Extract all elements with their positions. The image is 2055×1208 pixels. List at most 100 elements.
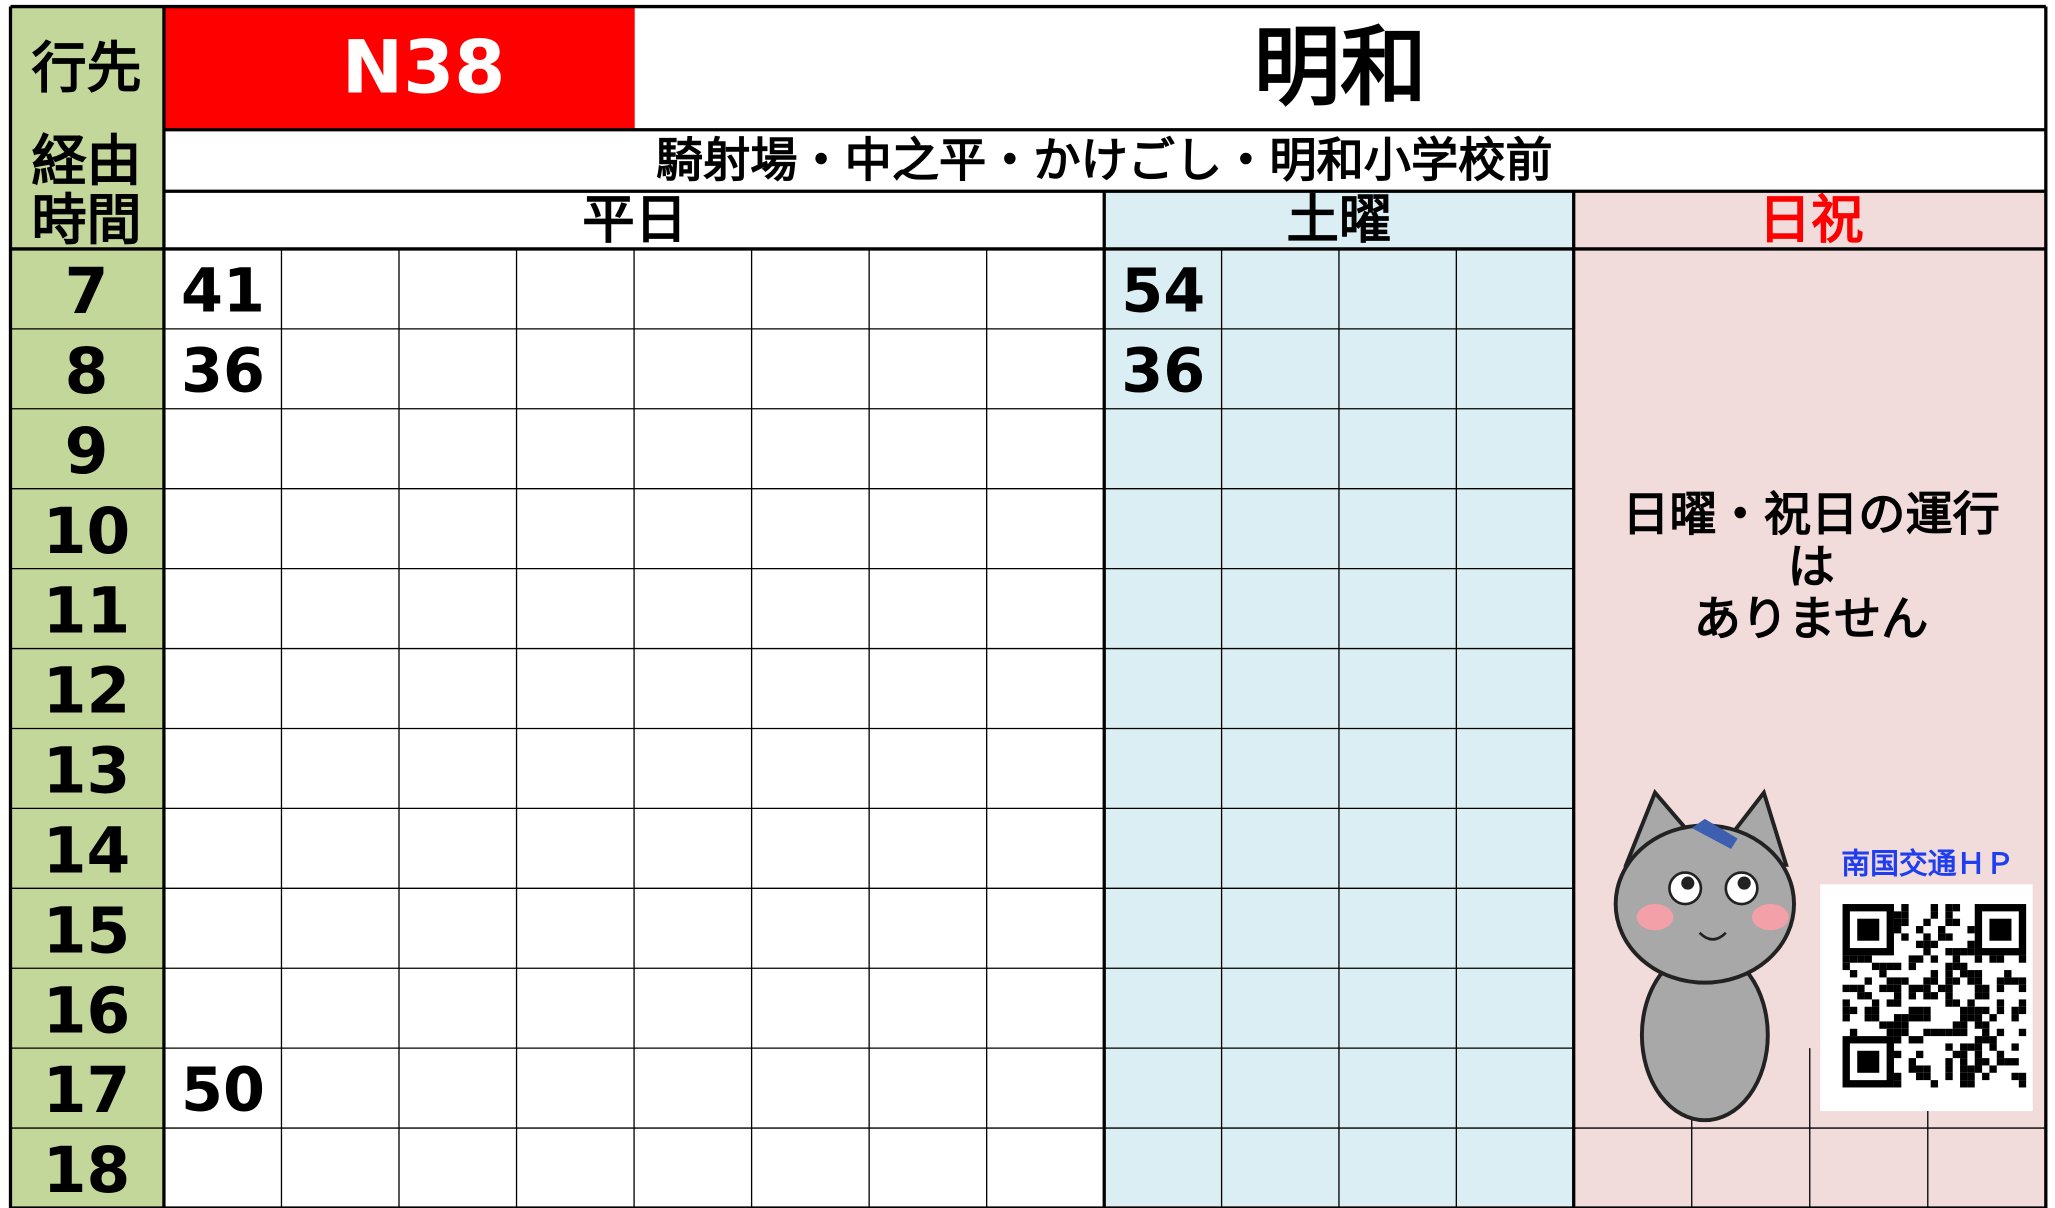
qr-module <box>1938 926 1946 934</box>
qr-module <box>1967 977 1975 985</box>
qr-module <box>1879 1021 1887 1029</box>
hour: 18 <box>43 1134 131 1207</box>
qr-module <box>1893 1014 1902 1022</box>
route-number: N38 <box>342 26 506 111</box>
qr-module <box>1842 1014 1850 1022</box>
qr-module <box>1974 1006 1983 1015</box>
qr-module <box>1967 1080 1975 1088</box>
qr-module <box>1849 984 1858 993</box>
qr-module <box>1960 1028 1968 1037</box>
qr-module <box>1982 992 1990 1000</box>
hour: 12 <box>43 655 131 728</box>
qr-module <box>1864 955 1872 963</box>
qr-module <box>1915 1065 1924 1073</box>
qr-module <box>1901 911 1909 919</box>
qr-module <box>1952 948 1961 956</box>
qr-module <box>1886 962 1894 971</box>
qr-module <box>1901 933 1909 941</box>
qr-module <box>1893 1028 1902 1037</box>
qr-module <box>1960 1021 1968 1029</box>
qr-module <box>1974 1043 1983 1051</box>
qr-module <box>1901 1021 1909 1029</box>
qr-module <box>1996 1028 2005 1037</box>
qr-module <box>1864 1014 1872 1022</box>
qr-module <box>1849 955 1858 963</box>
qr-module <box>1996 1050 2005 1059</box>
weekday-header: 平日 <box>582 190 687 251</box>
qr-module <box>1871 999 1880 1007</box>
qr-module <box>1915 940 1924 949</box>
qr-module <box>2011 1014 2019 1022</box>
holiday-note: は <box>1787 540 1834 595</box>
hour: 8 <box>65 335 109 408</box>
qr-code <box>1842 904 2027 1088</box>
hour: 13 <box>43 735 131 808</box>
qr-module <box>2018 1080 2027 1088</box>
via-label: 経由 <box>31 129 141 193</box>
qr-module <box>1974 977 1983 985</box>
qr-module <box>1974 992 1983 1000</box>
qr-module <box>1893 1080 1902 1088</box>
route-box <box>163 6 635 130</box>
qr-module <box>1967 940 1975 949</box>
qr-module <box>2018 999 2027 1007</box>
qr-module <box>1974 1021 1983 1029</box>
qr-module <box>1989 1043 1997 1051</box>
qr-module <box>1945 977 1953 985</box>
qr-module <box>1923 918 1931 927</box>
qr-module <box>1960 1014 1968 1022</box>
qr-module <box>1952 977 1961 985</box>
qr-module <box>1893 1050 1902 1059</box>
qr-module <box>1945 904 1953 912</box>
qr-module <box>1930 977 1939 985</box>
qr-module <box>1960 962 1968 971</box>
qr-module <box>1967 1072 1975 1081</box>
qr-module <box>2011 977 2019 985</box>
qr-module <box>1893 1036 1902 1044</box>
qr-module <box>1982 1006 1990 1015</box>
qr-module <box>1901 904 1909 912</box>
qr-module <box>2004 977 2012 985</box>
qr-module <box>1893 992 1902 1000</box>
qr-module <box>2018 1072 2027 1081</box>
qr-finder <box>1857 918 1880 941</box>
qr-module <box>1960 948 1968 956</box>
qr-finder <box>1857 1050 1880 1073</box>
label-column <box>10 6 164 1208</box>
qr-module <box>1989 955 1997 963</box>
hour: 7 <box>65 255 109 328</box>
qr-module <box>1915 1006 1924 1015</box>
qr-module <box>2011 1006 2019 1015</box>
qr-module <box>1967 970 1975 978</box>
qr-module <box>1945 962 1953 971</box>
qr-module <box>2011 1058 2019 1066</box>
hour: 15 <box>43 894 131 967</box>
qr-module <box>1923 992 1931 1000</box>
qr-module <box>1960 970 1968 978</box>
qr-module <box>1945 1043 1953 1051</box>
saturday-time: 54 <box>1121 257 1205 327</box>
qr-module <box>1945 984 1953 993</box>
qr-module <box>1982 1028 1990 1037</box>
qr-module <box>1908 955 1916 963</box>
qr-module <box>1915 984 1924 993</box>
qr-module <box>1960 1006 1968 1015</box>
qr-module <box>1908 1065 1916 1073</box>
qr-module <box>1857 992 1865 1000</box>
qr-module <box>1923 977 1931 985</box>
qr-module <box>1982 984 1990 993</box>
qr-module <box>1945 918 1953 927</box>
qr-module <box>1945 970 1953 978</box>
qr-finder <box>1842 904 1894 956</box>
qr-module <box>1915 926 1924 934</box>
qr-module <box>1960 1080 1968 1088</box>
qr-module <box>1952 955 1961 963</box>
qr-module <box>1996 984 2005 993</box>
qr-module <box>1945 1072 1953 1081</box>
qr-module <box>1967 1014 1975 1022</box>
qr-module <box>1893 999 1902 1007</box>
qr-module <box>2018 1006 2027 1015</box>
qr-module <box>1923 948 1931 956</box>
qr-module <box>1923 1065 1931 1073</box>
